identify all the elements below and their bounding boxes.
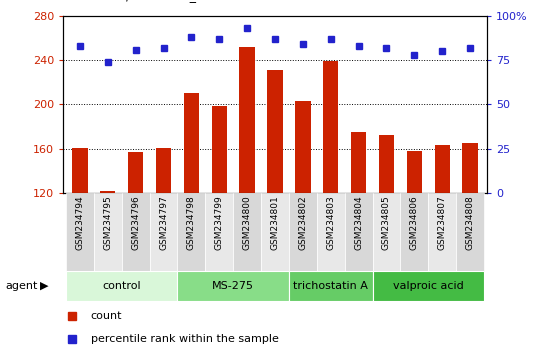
Text: valproic acid: valproic acid <box>393 281 464 291</box>
Bar <box>289 271 372 301</box>
Text: GSM234796: GSM234796 <box>131 195 140 250</box>
Bar <box>406 151 422 193</box>
Text: GSM234803: GSM234803 <box>326 195 335 250</box>
Bar <box>94 193 122 271</box>
Text: GSM234799: GSM234799 <box>215 195 224 250</box>
Text: GSM234802: GSM234802 <box>298 195 307 250</box>
Text: GSM234797: GSM234797 <box>159 195 168 250</box>
Bar <box>128 152 144 193</box>
Bar <box>400 193 428 271</box>
Text: GDS3002 / 1434177_at: GDS3002 / 1434177_at <box>63 0 209 2</box>
Bar <box>66 271 178 301</box>
Text: GSM234794: GSM234794 <box>75 195 85 250</box>
Bar <box>184 93 199 193</box>
Bar <box>261 193 289 271</box>
Bar <box>150 193 178 271</box>
Bar <box>295 101 311 193</box>
Bar <box>233 193 261 271</box>
Text: agent: agent <box>6 281 38 291</box>
Bar <box>456 193 484 271</box>
Bar <box>428 193 456 271</box>
Bar <box>463 143 478 193</box>
Bar <box>178 193 205 271</box>
Bar <box>212 105 227 193</box>
Bar <box>323 61 338 193</box>
Text: GSM234798: GSM234798 <box>187 195 196 250</box>
Text: GSM234801: GSM234801 <box>271 195 279 250</box>
Bar <box>156 148 171 193</box>
Bar <box>178 271 289 301</box>
Bar <box>372 193 400 271</box>
Text: GSM234807: GSM234807 <box>438 195 447 250</box>
Bar <box>239 47 255 193</box>
Text: count: count <box>91 311 122 321</box>
Bar <box>205 193 233 271</box>
Text: GSM234795: GSM234795 <box>103 195 112 250</box>
Text: GSM234804: GSM234804 <box>354 195 363 250</box>
Bar <box>289 193 317 271</box>
Text: GSM234808: GSM234808 <box>465 195 475 250</box>
Text: control: control <box>102 281 141 291</box>
Bar <box>351 132 366 193</box>
Bar <box>379 135 394 193</box>
Bar <box>372 271 484 301</box>
Text: percentile rank within the sample: percentile rank within the sample <box>91 334 279 344</box>
Bar <box>122 193 150 271</box>
Bar <box>267 70 283 193</box>
Text: MS-275: MS-275 <box>212 281 254 291</box>
Text: ▶: ▶ <box>40 281 48 291</box>
Bar <box>72 148 87 193</box>
Bar <box>434 145 450 193</box>
Bar <box>66 193 94 271</box>
Bar <box>100 191 116 193</box>
Text: GSM234806: GSM234806 <box>410 195 419 250</box>
Text: GSM234800: GSM234800 <box>243 195 252 250</box>
Text: GSM234805: GSM234805 <box>382 195 391 250</box>
Bar <box>317 193 345 271</box>
Text: trichostatin A: trichostatin A <box>293 281 368 291</box>
Bar <box>345 193 372 271</box>
